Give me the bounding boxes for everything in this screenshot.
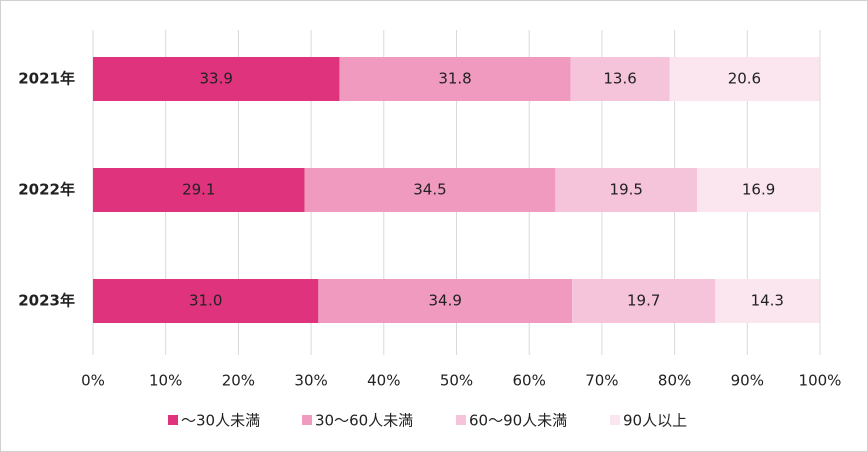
legend-swatch bbox=[168, 415, 178, 425]
bar-segment bbox=[669, 57, 820, 101]
data-label: 14.3 bbox=[751, 292, 784, 310]
legend-label: 60〜90人未満 bbox=[469, 412, 567, 430]
data-label: 31.8 bbox=[438, 70, 471, 88]
bar-segment bbox=[697, 168, 820, 212]
data-label: 20.6 bbox=[728, 70, 761, 88]
x-tick-label: 50% bbox=[440, 372, 473, 390]
bar-segment bbox=[570, 57, 670, 101]
x-tick-label: 40% bbox=[367, 372, 400, 390]
bar-segment bbox=[339, 57, 571, 101]
x-tick-label: 0% bbox=[81, 372, 105, 390]
data-label: 33.9 bbox=[200, 70, 233, 88]
bar-segment bbox=[93, 57, 340, 101]
x-tick-label: 90% bbox=[731, 372, 764, 390]
y-tick-label: 2021年 bbox=[18, 70, 75, 88]
data-label: 29.1 bbox=[182, 181, 215, 199]
data-label: 34.5 bbox=[413, 181, 446, 199]
data-label: 16.9 bbox=[742, 181, 775, 199]
bar-segment bbox=[318, 279, 573, 323]
x-tick-label: 100% bbox=[799, 372, 842, 390]
y-tick-label: 2023年 bbox=[18, 292, 75, 310]
x-tick-label: 30% bbox=[294, 372, 327, 390]
bar-segment bbox=[93, 279, 319, 323]
data-label: 31.0 bbox=[189, 292, 222, 310]
data-label: 19.5 bbox=[610, 181, 643, 199]
legend-swatch bbox=[610, 415, 620, 425]
legend-label: 90人以上 bbox=[623, 412, 687, 430]
x-tick-label: 20% bbox=[222, 372, 255, 390]
x-tick-label: 70% bbox=[585, 372, 618, 390]
legend-swatch bbox=[302, 415, 312, 425]
bar-segment bbox=[572, 279, 716, 323]
y-tick-label: 2022年 bbox=[18, 181, 75, 199]
legend-label: 〜30人未満 bbox=[181, 412, 260, 430]
data-label: 13.6 bbox=[603, 70, 636, 88]
data-label: 19.7 bbox=[627, 292, 660, 310]
bar-segment bbox=[555, 168, 698, 212]
bar-segment bbox=[93, 168, 305, 212]
x-tick-label: 10% bbox=[149, 372, 182, 390]
data-label: 34.9 bbox=[429, 292, 462, 310]
x-tick-label: 60% bbox=[513, 372, 546, 390]
bar-segment bbox=[715, 279, 820, 323]
legend-label: 30〜60人未満 bbox=[315, 412, 413, 430]
bar-segment bbox=[304, 168, 556, 212]
legend-swatch bbox=[456, 415, 466, 425]
x-tick-label: 80% bbox=[658, 372, 691, 390]
